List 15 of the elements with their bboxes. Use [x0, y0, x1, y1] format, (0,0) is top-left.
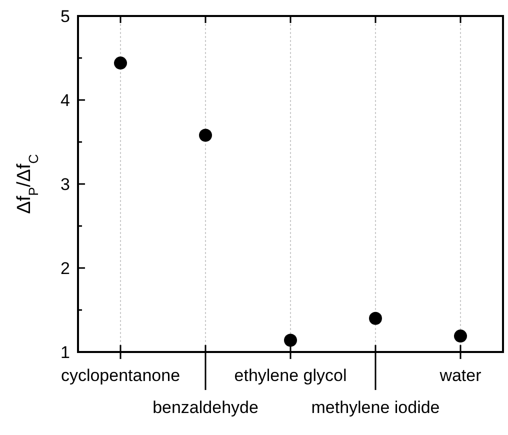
point	[114, 56, 127, 70]
x-tick-label: water	[438, 366, 482, 385]
point	[284, 334, 297, 347]
y-tick-label: 1	[60, 342, 70, 362]
x-tick-label: benzaldehyde	[152, 398, 258, 417]
y-tick-label: 4	[60, 90, 70, 110]
y-tick-label: 2	[60, 258, 70, 278]
y-tick-label: 3	[60, 174, 70, 194]
x-tick-label: cyclopentanone	[60, 366, 180, 385]
point	[199, 128, 212, 142]
x-tick-label: ethylene glycol	[234, 366, 347, 385]
point	[369, 312, 382, 325]
point	[454, 330, 467, 343]
y-tick-label: 5	[60, 6, 70, 26]
x-tick-label: methylene iodide	[311, 398, 440, 417]
